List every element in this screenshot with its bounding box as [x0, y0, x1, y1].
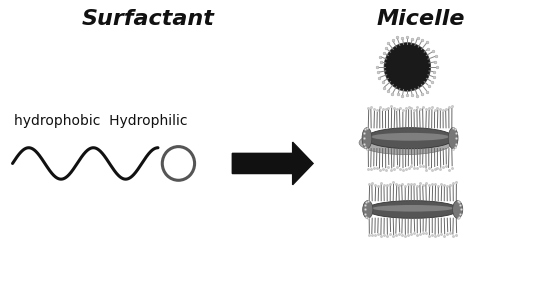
- Ellipse shape: [448, 128, 458, 149]
- Ellipse shape: [366, 128, 455, 149]
- Ellipse shape: [371, 133, 449, 141]
- Ellipse shape: [372, 205, 454, 212]
- Ellipse shape: [362, 128, 372, 149]
- Polygon shape: [232, 142, 313, 185]
- Ellipse shape: [363, 201, 373, 218]
- Text: Surfactant: Surfactant: [82, 9, 214, 29]
- Text: hydrophobic  Hydrophilic: hydrophobic Hydrophilic: [14, 114, 188, 128]
- Circle shape: [384, 43, 430, 91]
- Ellipse shape: [453, 201, 463, 218]
- Ellipse shape: [359, 131, 453, 155]
- Ellipse shape: [367, 201, 459, 218]
- Text: Micelle: Micelle: [376, 9, 465, 29]
